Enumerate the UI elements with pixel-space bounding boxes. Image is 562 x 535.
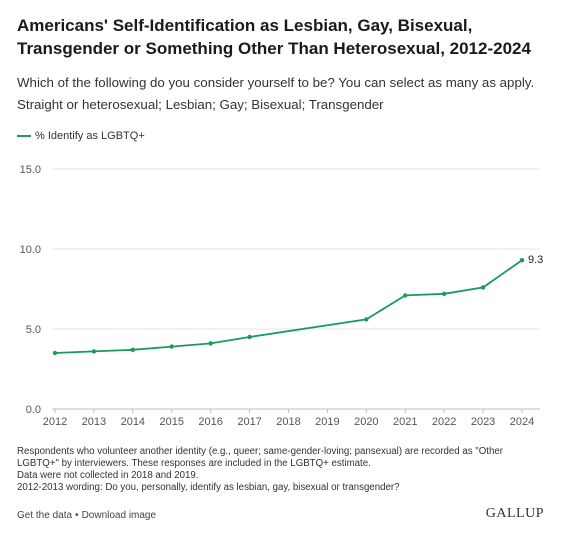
x-tick-label: 2013 (82, 416, 106, 428)
data-point (91, 349, 97, 354)
y-tick-label: 0.0 (26, 404, 41, 416)
y-tick-label: 5.0 (26, 324, 41, 336)
chart-footer: Get the data • Download image (17, 510, 156, 521)
data-point (247, 334, 252, 340)
x-tick-label: 2023 (471, 416, 495, 428)
series-points (52, 258, 525, 356)
x-axis-ticks: 2012 2013 2014 2015 2016 2017 2018 2019 2020 2021… (43, 409, 534, 428)
note-wording: 2012-2013 wording: Do you, personally, i… (17, 482, 400, 493)
x-tick-label: 2015 (160, 416, 184, 428)
download-image-link[interactable]: Download image (81, 510, 157, 521)
subtitle-question: Which of the following do you consider y… (17, 75, 535, 90)
gridlines (52, 168, 540, 410)
y-axis-ticks: 0.0 5.0 10.0 15.0 (20, 164, 41, 416)
subtitle-options: Straight or heterosexual; Lesbian; Gay; … (17, 97, 384, 112)
data-point (403, 293, 408, 298)
x-tick-label: 2019 (315, 416, 339, 428)
y-tick-label: 15.0 (20, 164, 41, 176)
data-point (519, 258, 525, 263)
x-tick-label: 2018 (276, 416, 300, 428)
x-tick-label: 2022 (432, 416, 456, 428)
x-tick-label: 2016 (198, 416, 222, 428)
line-chart: 0.05.010.015.0 2012 2013 2014 2015 2016 2017 2… (20, 164, 544, 428)
end-value-label: 9.3 (528, 254, 543, 266)
note-other-identity: Respondents who volunteer another identi… (17, 446, 503, 469)
y-tick-label: 10.0 (20, 244, 41, 256)
chart-notes: Respondents who volunteer another identi… (17, 446, 547, 494)
data-point (169, 344, 174, 349)
note-missing-years: Data were not collected in 2018 and 2019… (17, 470, 199, 481)
x-tick-label: 2012 (43, 416, 67, 428)
series-line (54, 259, 523, 354)
data-point (208, 341, 213, 346)
data-point (130, 347, 136, 352)
chart-legend: % Identify as LGBTQ+ (17, 130, 145, 142)
footer-separator: • (75, 510, 79, 521)
legend-swatch (17, 135, 31, 137)
chart-title: Americans' Self-Identification as Lesbia… (17, 16, 531, 58)
chart-subtitle: Which of the following do you consider y… (17, 72, 552, 116)
data-point (480, 285, 486, 290)
x-tick-label: 2020 (354, 416, 378, 428)
legend-label: % Identify as LGBTQ+ (35, 130, 145, 142)
data-point (52, 350, 58, 356)
x-tick-label: 2014 (121, 416, 145, 428)
data-point (364, 317, 369, 322)
get-data-link[interactable]: Get the data (17, 510, 73, 521)
data-point (441, 291, 447, 296)
x-tick-label: 2024 (510, 416, 534, 428)
x-tick-label: 2021 (393, 416, 417, 428)
gallup-logo: GALLUP (485, 506, 544, 521)
x-tick-label: 2017 (237, 416, 261, 428)
